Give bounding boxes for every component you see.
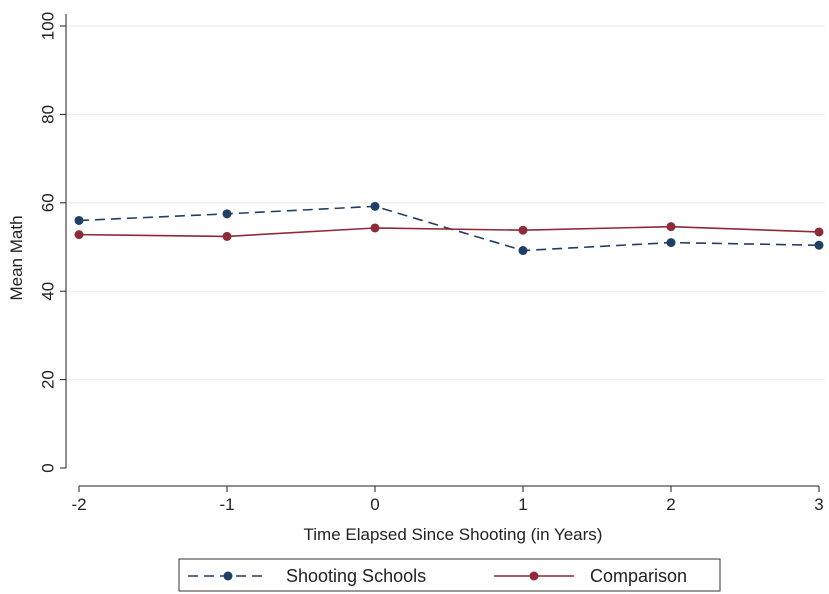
data-point [814,227,824,237]
data-point [222,231,232,241]
legend: Shooting Schools Comparison [178,558,721,592]
legend-swatch-marker [529,571,539,581]
y-axis-title: Mean Math [7,215,26,300]
y-tick-label: 60 [38,193,57,212]
x-tick-label: 2 [666,495,675,514]
x-tick-label: 1 [518,495,527,514]
axes [65,14,819,487]
x-tick-label: -1 [219,495,234,514]
data-point [74,230,84,240]
y-tick-label: 100 [38,12,57,40]
data-point [370,201,380,211]
data-point [666,222,676,232]
y-tick-label: 40 [38,282,57,301]
data-point [222,209,232,219]
series-comparison [74,222,824,241]
legend-item: Shooting Schools [188,566,426,586]
x-axis-title: Time Elapsed Since Shooting (in Years) [304,525,603,544]
series-line [78,225,820,238]
legend-label: Comparison [590,566,687,586]
legend-item: Comparison [494,566,687,586]
data-point [74,215,84,225]
x-tick-label: -2 [71,495,86,514]
data-point [814,240,824,250]
data-point [666,238,676,248]
legend-swatch-marker [223,571,233,581]
x-tick-label: 0 [370,495,379,514]
y-tick-label: 0 [38,463,57,472]
series-group [74,201,824,256]
x-axis-ticks: -2 -1 0 1 2 3 [71,486,824,514]
x-tick-label: 3 [814,495,823,514]
legend-label: Shooting Schools [286,566,426,586]
data-point [518,246,528,256]
y-tick-label: 20 [38,370,57,389]
y-axis-ticks: 0 20 40 60 80 100 [38,12,66,473]
gridlines [66,25,825,381]
data-point [518,225,528,235]
legend-box [178,558,721,592]
data-point [370,223,380,233]
y-tick-label: 80 [38,105,57,124]
